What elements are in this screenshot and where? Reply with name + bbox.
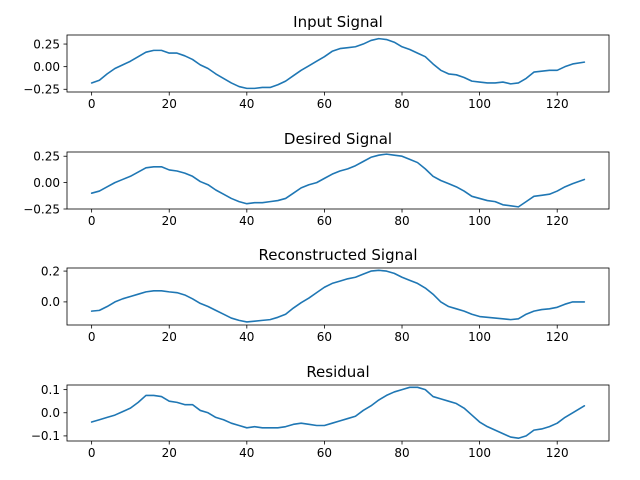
subplot-title: Reconstructed Signal (258, 246, 417, 264)
x-tick-label: 100 (468, 446, 491, 460)
subplot-2: Desired Signal 0 20 40 60 80 100 120 −0.25 0.00 0.… (23, 130, 610, 228)
subplot-4: Residual 0 20 40 60 80 100 120 −0.1 0.0 0.1 (31, 363, 610, 460)
plot-frame (66, 267, 610, 326)
x-tick-label: 0 (88, 446, 96, 460)
x-tick-label: 40 (239, 214, 254, 228)
x-tick-label: 80 (394, 97, 409, 111)
y-tick-label: 0.25 (33, 37, 60, 51)
x-tick-label: 80 (394, 446, 409, 460)
x-tick-label: 100 (468, 330, 491, 344)
x-tick-label: 0 (88, 214, 96, 228)
y-tick-label: −0.25 (23, 83, 60, 97)
x-tick-label: 0 (88, 330, 96, 344)
subplot-title: Input Signal (293, 13, 383, 31)
x-tick-label: 60 (317, 446, 332, 460)
x-tick-label: 60 (317, 214, 332, 228)
plot-frame (66, 34, 610, 93)
y-tick-label: 0.00 (33, 60, 60, 74)
series-line (90, 386, 586, 440)
x-tick-label: 40 (239, 446, 254, 460)
subplot-1: Input Signal 0 20 40 60 80 100 120 −0.25 0.00 0.25 (23, 13, 610, 111)
plot-frame (66, 151, 610, 210)
x-tick-label: 40 (239, 330, 254, 344)
y-tick-label: −0.1 (31, 429, 60, 443)
x-tick-label: 0 (88, 97, 96, 111)
x-tick-label: 20 (162, 446, 177, 460)
y-tick-label: 0.2 (41, 264, 60, 278)
plot-frame (66, 384, 610, 442)
x-tick-label: 120 (546, 446, 569, 460)
subplot-3: Reconstructed Signal 0 20 40 60 80 100 120 0.0 0.… (41, 246, 610, 344)
x-tick-label: 20 (162, 214, 177, 228)
subplot-title: Desired Signal (284, 130, 392, 148)
x-tick-label: 80 (394, 214, 409, 228)
y-tick-label: 0.0 (41, 406, 60, 420)
y-tick-label: 0.25 (33, 150, 60, 164)
x-tick-label: 60 (317, 97, 332, 111)
y-tick-label: −0.25 (23, 202, 60, 216)
x-tick-label: 20 (162, 97, 177, 111)
subplot-title: Residual (306, 363, 369, 381)
x-tick-label: 120 (546, 97, 569, 111)
series-line (90, 37, 586, 90)
y-tick-label: 0.1 (41, 383, 60, 397)
y-tick-label: 0.00 (33, 176, 60, 190)
series-line (90, 269, 586, 323)
x-tick-label: 40 (239, 97, 254, 111)
x-tick-label: 100 (468, 214, 491, 228)
x-tick-label: 60 (317, 330, 332, 344)
y-tick-label: 0.0 (41, 295, 60, 309)
x-tick-label: 80 (394, 330, 409, 344)
x-tick-label: 100 (468, 97, 491, 111)
series-line (90, 153, 586, 208)
x-tick-label: 120 (546, 330, 569, 344)
x-tick-label: 20 (162, 330, 177, 344)
x-tick-label: 120 (546, 214, 569, 228)
